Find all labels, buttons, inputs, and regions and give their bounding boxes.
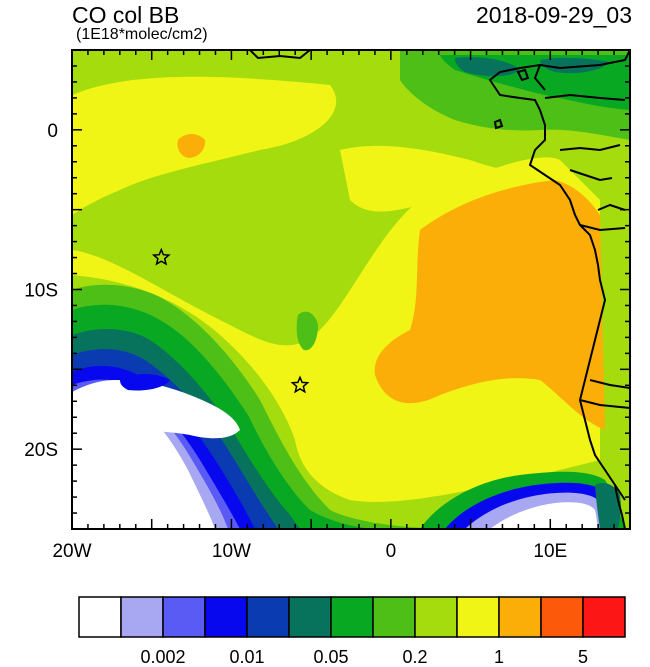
colorbar-box [246,596,290,638]
colorbar-box [372,596,416,638]
colorbar-label: 0.002 [140,647,185,667]
colorbar: 0.002 0.01 0.05 0.2 1 5 [78,596,626,667]
y-tick-label: 20S [24,440,58,461]
colorbar-box [78,596,122,638]
coastline [249,50,630,529]
map-units: (1E18*molec/cm2) [76,26,208,43]
colorbar-box [288,596,332,638]
x-tick-label: 0 [386,541,397,562]
map-timestamp: 2018-09-29_03 [475,2,632,28]
x-tick-label: 20W [52,541,91,562]
map-title: CO col BB [72,2,180,28]
x-tick-label: 10E [533,541,567,562]
axis-ticks [71,49,631,530]
colorbar-box [204,596,248,638]
colorbar-box [162,596,206,638]
star-marker-icon [290,375,310,394]
colorbar-label: 1 [494,647,504,667]
colorbar-label: 0.05 [313,647,348,667]
y-tick-label: 0 [47,121,58,142]
star-marker-icon [151,247,171,266]
axis-tick-labels: 20W 10W 0 10E 0 10S 20S [24,121,567,562]
colorbar-box [456,596,500,638]
colorbar-box [498,596,542,638]
x-tick-label: 10W [212,541,251,562]
colorbar-label: 0.01 [229,647,264,667]
colorbar-box [414,596,458,638]
site-markers [151,247,310,394]
colorbar-box [120,596,164,638]
y-tick-label: 10S [24,281,58,302]
colorbar-box [330,596,374,638]
colorbar-box [540,596,584,638]
concentration-field [72,50,630,529]
colorbar-box [582,596,626,638]
colorbar-label: 5 [578,647,588,667]
colorbar-label: 0.2 [402,647,427,667]
